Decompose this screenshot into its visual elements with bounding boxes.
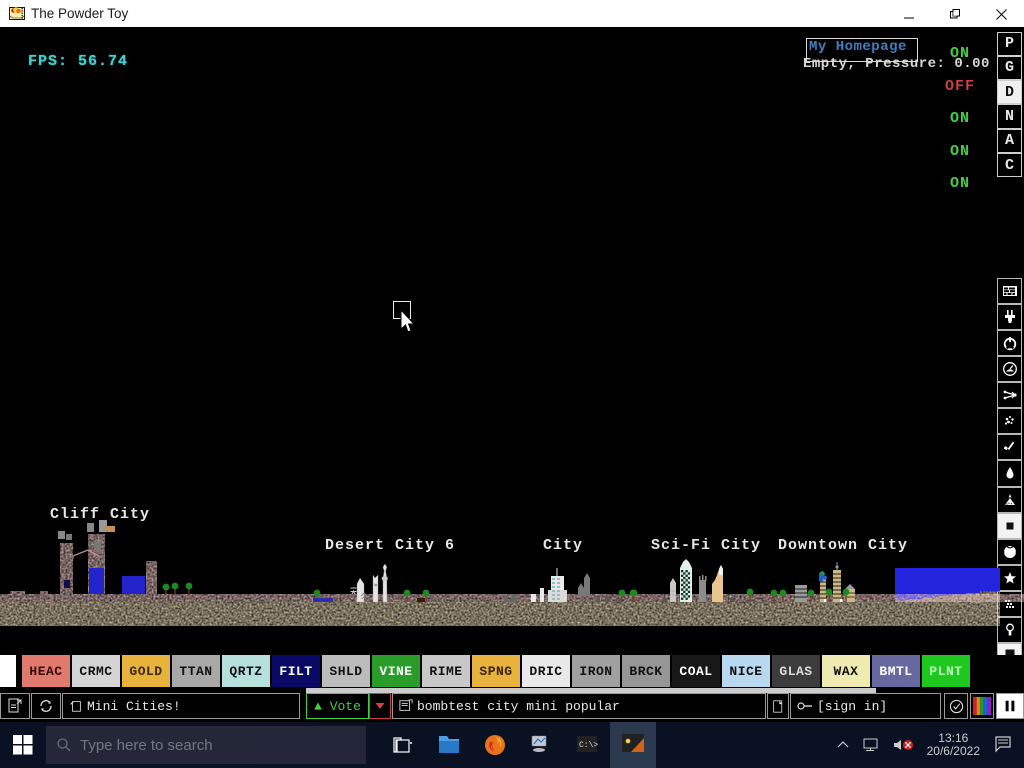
svg-text:Sci-Fi City: Sci-Fi City [651,537,761,554]
svg-text:C:\>_: C:\>_ [579,741,598,750]
svg-text:Cliff City: Cliff City [50,506,150,523]
svg-text:Downtown City: Downtown City [778,537,908,554]
svg-text:Desert City 6: Desert City 6 [325,537,455,554]
svg-text:City: City [543,537,583,554]
